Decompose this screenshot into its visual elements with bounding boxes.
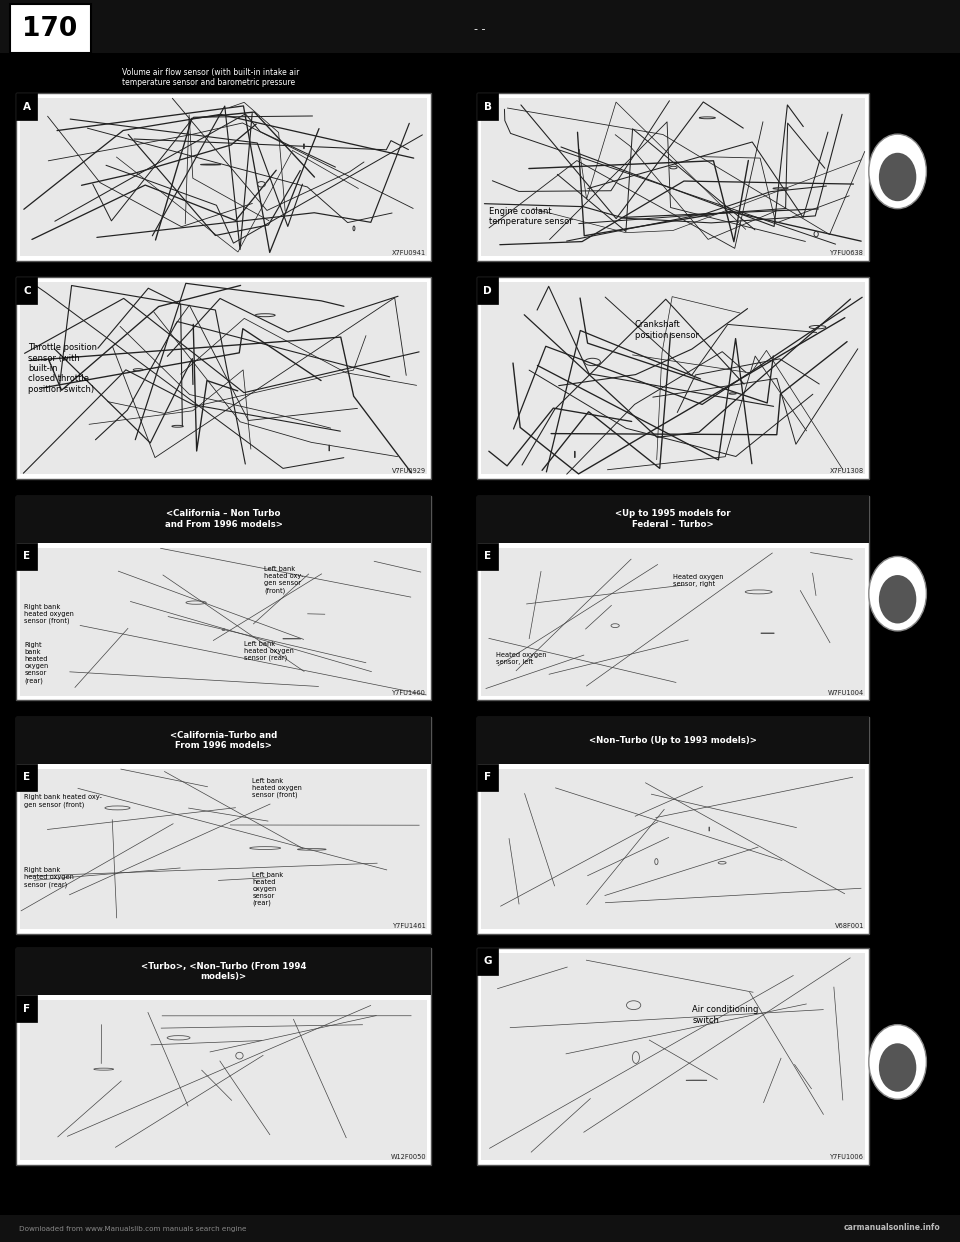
Text: X7FU1308: X7FU1308 [829, 468, 864, 474]
Text: F: F [484, 773, 492, 782]
Text: V7FU0929: V7FU0929 [392, 468, 426, 474]
Text: <California – Non Turbo
and From 1996 models>: <California – Non Turbo and From 1996 mo… [165, 509, 282, 529]
Text: Volume air flow sensor (with built-in intake air
temperature sensor and barometr: Volume air flow sensor (with built-in in… [122, 67, 300, 87]
Text: carmanualsonline.info: carmanualsonline.info [844, 1223, 941, 1232]
Bar [477, 93, 498, 120]
Bar [477, 496, 869, 543]
Bar [477, 717, 869, 934]
Bar [16, 277, 431, 479]
Bar [0, 0, 960, 53]
Text: Y7FU1461: Y7FU1461 [393, 923, 426, 929]
Text: E: E [484, 551, 492, 561]
Bar [481, 548, 865, 696]
Text: Y7FU0638: Y7FU0638 [830, 250, 864, 256]
Bar [20, 282, 427, 474]
Bar [481, 953, 865, 1160]
Text: Y7FU1460: Y7FU1460 [393, 689, 426, 696]
Text: <Turbo>, <Non–Turbo (From 1994
models)>: <Turbo>, <Non–Turbo (From 1994 models)> [141, 961, 306, 981]
Bar [477, 764, 498, 791]
Text: Heated oxygen
sensor, left: Heated oxygen sensor, left [496, 652, 547, 664]
Circle shape [879, 1043, 916, 1092]
Bar [0, 1215, 960, 1242]
Bar [16, 948, 431, 995]
Text: Left bank
heated oxygen
sensor (front): Left bank heated oxygen sensor (front) [252, 777, 302, 799]
Text: 170: 170 [22, 16, 78, 41]
Text: Heated oxygen
sensor, right: Heated oxygen sensor, right [673, 574, 724, 586]
Bar [16, 93, 37, 120]
Text: <California–Turbo and
From 1996 models>: <California–Turbo and From 1996 models> [170, 730, 277, 750]
Text: - -: - - [474, 24, 486, 34]
Bar [16, 277, 37, 304]
Text: Left bank
heated oxygen
sensor (rear): Left bank heated oxygen sensor (rear) [244, 641, 294, 662]
Bar [477, 277, 869, 479]
Bar [481, 282, 865, 474]
Text: G: G [484, 956, 492, 966]
Text: Downloaded from www.Manualslib.com manuals search engine: Downloaded from www.Manualslib.com manua… [19, 1226, 247, 1232]
Bar [16, 543, 37, 570]
Text: A: A [23, 102, 31, 112]
Text: F: F [23, 1004, 31, 1013]
Text: X7FU0941: X7FU0941 [392, 250, 426, 256]
Text: C: C [23, 286, 31, 296]
Text: W7FU1004: W7FU1004 [828, 689, 864, 696]
Bar [477, 93, 869, 261]
Text: <Up to 1995 models for
Federal – Turbo>: <Up to 1995 models for Federal – Turbo> [615, 509, 731, 529]
Text: Air conditioning
switch: Air conditioning switch [692, 1005, 758, 1025]
Bar [481, 98, 865, 256]
Bar [16, 496, 431, 543]
Text: Right
bank
heated
oxygen
sensor
(rear): Right bank heated oxygen sensor (rear) [24, 642, 49, 684]
Bar [10, 4, 91, 53]
Text: Y7FU1006: Y7FU1006 [830, 1154, 864, 1160]
Bar [16, 93, 431, 261]
Text: Right bank
heated oxygen
sensor (rear): Right bank heated oxygen sensor (rear) [24, 867, 74, 888]
Bar [20, 98, 427, 256]
Bar [477, 496, 869, 700]
Circle shape [869, 1025, 926, 1099]
Bar [16, 764, 37, 791]
Text: E: E [23, 551, 31, 561]
Bar [477, 948, 498, 975]
Bar [477, 277, 498, 304]
Bar [16, 948, 431, 1165]
Bar [20, 769, 427, 929]
Bar [477, 717, 869, 764]
Circle shape [879, 575, 916, 623]
Text: Left bank
heated oxy-
gen sensor
(front): Left bank heated oxy- gen sensor (front) [264, 566, 304, 594]
Text: Right bank
heated oxygen
sensor (front): Right bank heated oxygen sensor (front) [24, 604, 74, 625]
Bar [20, 1000, 427, 1160]
Bar [477, 948, 869, 1165]
Bar [16, 717, 431, 934]
Circle shape [879, 153, 916, 201]
Text: Right bank heated oxy-
gen sensor (front): Right bank heated oxy- gen sensor (front… [24, 794, 102, 807]
Text: <Non–Turbo (Up to 1993 models)>: <Non–Turbo (Up to 1993 models)> [589, 735, 756, 745]
Text: B: B [484, 102, 492, 112]
Bar [16, 995, 37, 1022]
Text: Throttle position
sensor (with
built-in
closed throttle
position switch): Throttle position sensor (with built-in … [28, 343, 97, 394]
Text: V68F001: V68F001 [834, 923, 864, 929]
Bar [20, 548, 427, 696]
Bar [477, 543, 498, 570]
Bar [16, 717, 431, 764]
Text: E: E [23, 773, 31, 782]
Text: D: D [484, 286, 492, 296]
Text: Engine coolant
temperature sensor: Engine coolant temperature sensor [489, 206, 572, 226]
Bar [481, 769, 865, 929]
Text: Crankshaft
position sensor: Crankshaft position sensor [635, 320, 699, 340]
Circle shape [869, 134, 926, 209]
Text: Left bank
heated
oxygen
sensor
(rear): Left bank heated oxygen sensor (rear) [252, 872, 283, 907]
Text: W12F0050: W12F0050 [391, 1154, 426, 1160]
Bar [16, 496, 431, 700]
Circle shape [869, 556, 926, 631]
